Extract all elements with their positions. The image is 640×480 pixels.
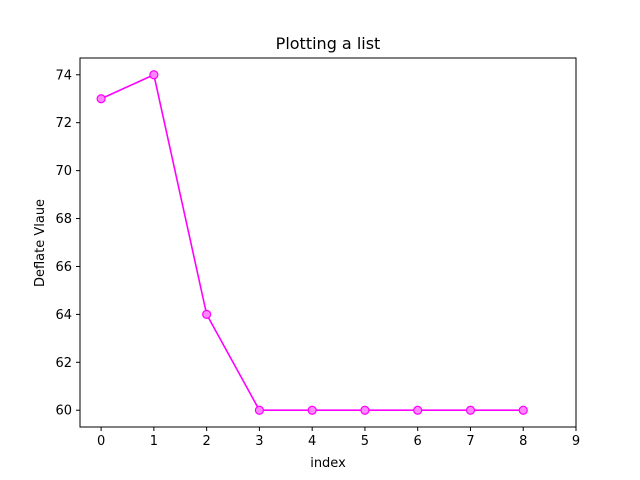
data-point [202, 309, 212, 319]
data-point [465, 405, 476, 415]
y-tick-label: 66 [55, 260, 72, 275]
axes-frame [79, 57, 577, 428]
y-tick-label: 70 [55, 164, 72, 179]
data-point [254, 405, 265, 415]
data-point [518, 405, 528, 415]
x-axis-label: index [310, 456, 346, 471]
y-tick-label: 62 [55, 356, 72, 371]
x-tick-label: 9 [572, 434, 580, 449]
y-tick-label: 68 [55, 212, 72, 227]
x-tick-label: 8 [519, 434, 527, 449]
x-tick-label: 2 [202, 434, 210, 449]
y-axis-label: Deflate Vlaue [33, 199, 48, 287]
data-point [307, 405, 317, 415]
x-tick-label: 4 [308, 434, 316, 449]
x-tick-label: 6 [414, 434, 422, 449]
x-tick-label: 0 [97, 434, 105, 449]
data-point [413, 405, 423, 415]
data-point [360, 405, 370, 415]
data-point [149, 70, 159, 80]
y-tick-label: 74 [55, 68, 72, 83]
y-tick-label: 60 [55, 404, 72, 419]
y-tick-label: 64 [55, 308, 72, 323]
x-tick-label: 5 [361, 434, 369, 449]
chart-title: Plotting a list [276, 34, 381, 53]
y-tick-label: 72 [55, 116, 72, 131]
data-point [96, 94, 106, 104]
x-tick-label: 1 [150, 434, 158, 449]
x-tick-label: 7 [466, 434, 474, 449]
x-tick-label: 3 [255, 434, 263, 449]
plot-area: 0 1 2 3 4 5 6 7 8 9 60 62 64 66 68 70 72 74 [55, 57, 580, 449]
